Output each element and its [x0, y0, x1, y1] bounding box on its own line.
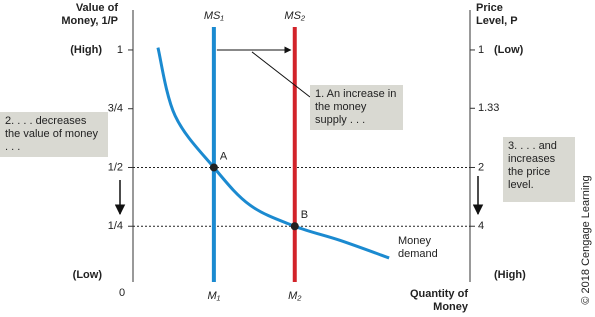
y2-low-label: (Low) [494, 44, 524, 56]
leader-line [251, 51, 311, 98]
origin-label: 0 [119, 287, 125, 299]
x-tick-label: M₁ [208, 290, 221, 302]
y-tick-label: 1/4 [108, 220, 123, 232]
point-label: A [220, 150, 228, 162]
x-tick-label: M₂ [288, 290, 302, 302]
demand-label: Money demand [398, 235, 438, 260]
point-label: B [301, 209, 308, 221]
y2-high-label: (High) [494, 269, 526, 281]
y2-axis-title: Price Level, P [476, 2, 518, 27]
y2-tick-label: 1.33 [478, 102, 499, 114]
y2-tick-label: 4 [478, 220, 484, 232]
money-demand [156, 47, 390, 260]
y-tick-label: 1/2 [108, 161, 123, 173]
y-low-label: (Low) [73, 269, 103, 281]
equilibrium-point [209, 163, 218, 172]
supply-label: MS₁ [204, 10, 225, 22]
y2-tick-label: 1 [478, 44, 484, 56]
supply-label: MS₂ [284, 10, 306, 22]
x-axis-title: Quantity of Money [409, 288, 468, 313]
credit: © 2018 Cengage Learning [580, 175, 592, 304]
y-tick-label: 3/4 [108, 103, 123, 115]
y-axis-title: Value of Money, 1/P [61, 2, 118, 27]
y-tick-label: 1 [117, 44, 123, 56]
annotation: 2. . . . decreases the value of money . … [0, 112, 108, 157]
annotation: 3. . . . and increases the price level. [503, 137, 575, 202]
equilibrium-point [290, 222, 299, 231]
annotation: 1. An increase in the money supply . . . [310, 85, 403, 130]
y-high-label: (High) [70, 44, 102, 56]
y2-tick-label: 2 [478, 161, 484, 173]
